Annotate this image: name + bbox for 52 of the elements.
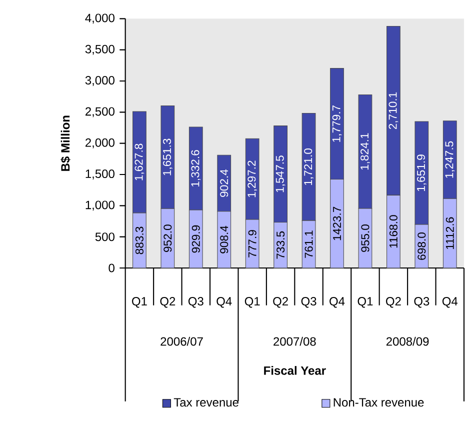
data-label: 1,247.5: [445, 141, 455, 178]
data-label: 1168.0: [389, 215, 398, 248]
data-label: 1,779.7: [332, 105, 342, 142]
x-tick-label: Q3: [301, 297, 316, 308]
data-label: 952.0: [164, 224, 172, 252]
x-tick-label: Q2: [273, 297, 288, 308]
legend-label: Non-Tax revenue: [334, 398, 424, 407]
y-tick-label: 1,500: [86, 170, 114, 180]
x-tick-label: Q2: [160, 297, 176, 308]
data-label: 1,297.2: [248, 160, 258, 198]
y-tick-label: 2,500: [86, 107, 114, 118]
x-tick-label: Q3: [414, 297, 430, 308]
data-label: 908.4: [220, 226, 228, 254]
data-label: 1112.6: [446, 217, 454, 249]
data-label: 955.0: [361, 224, 370, 252]
data-label: 1423.7: [333, 206, 342, 240]
y-tick-label: 0: [108, 264, 114, 272]
text: 2006/07: [160, 336, 203, 346]
x-axis-title: Fiscal Year: [264, 366, 326, 375]
x-tick-label: Q4: [442, 297, 458, 308]
x-tick-label: Q4: [330, 297, 345, 308]
x-tick-label: Q3: [188, 297, 204, 308]
data-label: 902.4: [220, 169, 228, 197]
data-label: 698.0: [418, 232, 426, 260]
legend-label: Tax revenue: [174, 398, 238, 407]
text: 2007/08: [274, 336, 316, 346]
data-label: 1,721.0: [304, 148, 314, 185]
x-tick-label: Q2: [386, 297, 401, 308]
data-label: 1,824.1: [360, 133, 370, 170]
x-tick-label: Q4: [216, 297, 232, 308]
data-label: 1,627.8: [134, 144, 144, 180]
y-tick-label: 1,000: [86, 200, 114, 211]
y-tick-label: 500: [95, 232, 114, 242]
data-label: 883.3: [135, 226, 144, 254]
data-label: 733.5: [276, 231, 285, 259]
y-tick-label: 2,000: [86, 138, 114, 148]
y-tick-label: 4,000: [85, 14, 114, 24]
x-tick-label: Q1: [358, 297, 373, 308]
data-label: 929.9: [192, 225, 200, 253]
data-label: 1,651.9: [416, 154, 426, 192]
data-label: 777.9: [248, 230, 256, 258]
data-label: 1,651.3: [163, 138, 172, 176]
data-label: 2,710.1: [388, 92, 398, 130]
x-tick-label: Q1: [244, 297, 260, 308]
data-label: 1,332.6: [191, 150, 201, 187]
text: 2008/09: [386, 336, 429, 346]
data-label: 761.1: [304, 230, 313, 258]
x-tick-label: Q1: [132, 297, 147, 308]
y-tick-label: 3,000: [85, 76, 114, 86]
y-axis-title: B$ Million: [60, 116, 70, 171]
y-tick-label: 3,500: [85, 44, 114, 55]
data-label: 1,547.5: [276, 156, 286, 192]
